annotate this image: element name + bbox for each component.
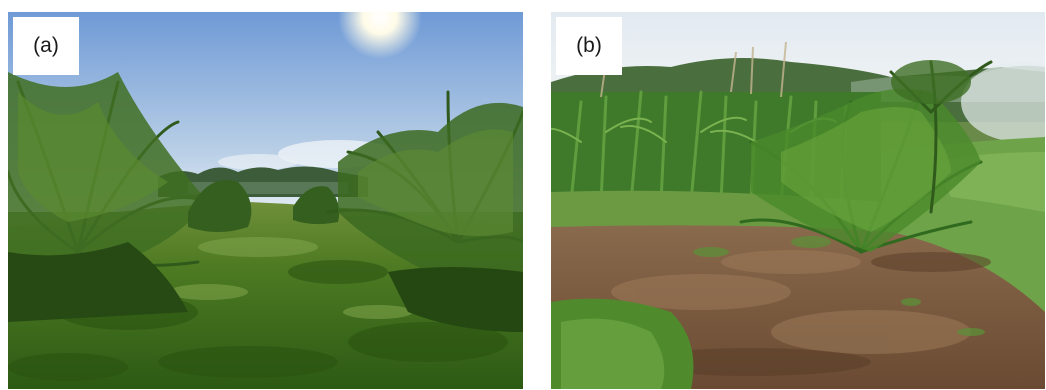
sun-a <box>338 12 422 59</box>
photo-panel-b: (b) <box>551 12 1045 389</box>
panel-label-b: (b) <box>556 17 622 75</box>
photo-panel-a: (a) <box>8 12 523 389</box>
photo-b-image <box>551 12 1045 389</box>
panel-label-a: (a) <box>13 17 79 75</box>
photo-a-image <box>8 12 523 389</box>
